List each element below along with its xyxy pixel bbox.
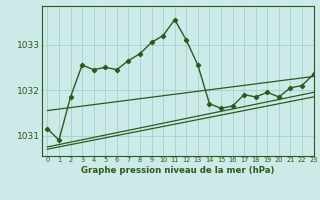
X-axis label: Graphe pression niveau de la mer (hPa): Graphe pression niveau de la mer (hPa) bbox=[81, 166, 274, 175]
